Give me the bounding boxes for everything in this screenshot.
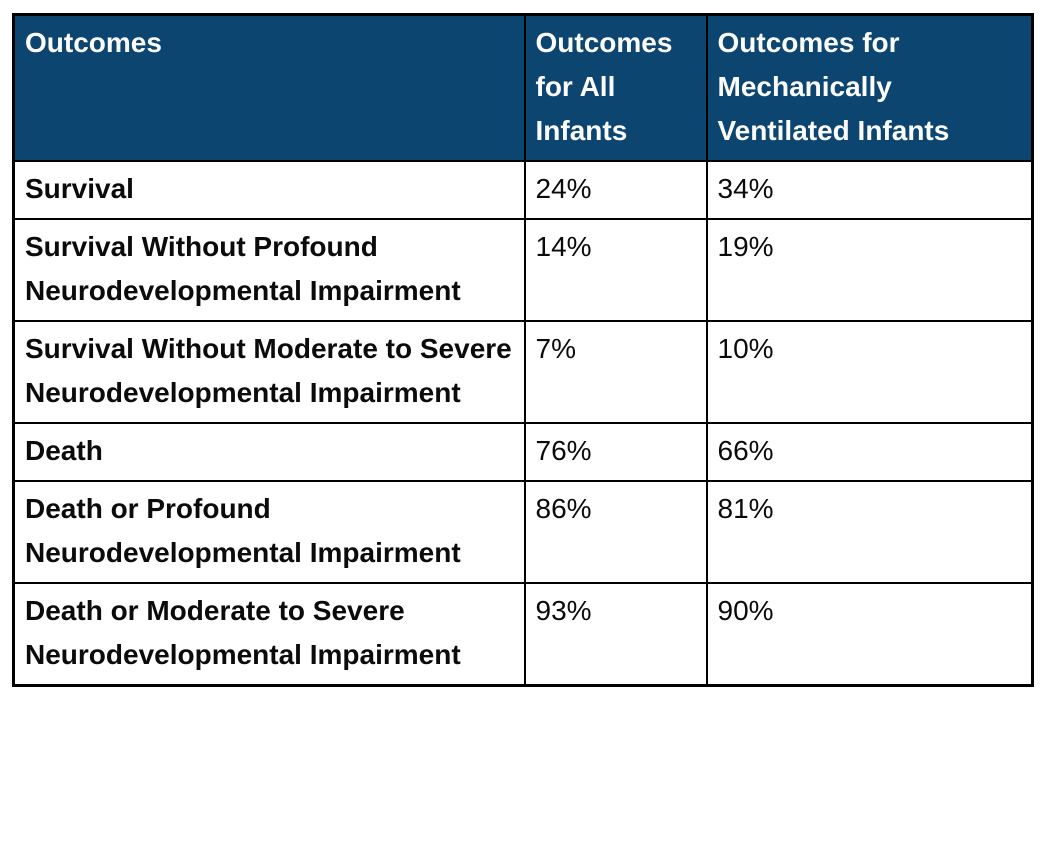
outcome-label: Survival Without Profound Neurodevelopme…: [12, 218, 526, 322]
all-infants-value: 24%: [523, 160, 708, 220]
mechanically-ventilated-value: 34%: [705, 160, 1034, 220]
outcome-label: Death: [12, 422, 526, 482]
header-row: Outcomes Outcomes for All Infants Outcom…: [12, 13, 1034, 162]
all-infants-value: 14%: [523, 218, 708, 322]
mechanically-ventilated-value: 90%: [705, 582, 1034, 687]
table-body: Survival 24% 34% Survival Without Profound …: [12, 160, 1034, 687]
all-infants-value: 76%: [523, 422, 708, 482]
outcome-label: Death or Profound Neurodevelopmental Imp…: [12, 480, 526, 584]
all-infants-value: 7%: [523, 320, 708, 424]
all-infants-value: 93%: [523, 582, 708, 687]
outcomes-table: Outcomes Outcomes for All Infants Outcom…: [12, 13, 1034, 687]
table-row: Survival 24% 34%: [12, 160, 1034, 220]
outcome-label: Survival: [12, 160, 526, 220]
table-row: Death 76% 66%: [12, 422, 1034, 482]
column-header-all-infants: Outcomes for All Infants: [523, 13, 708, 162]
mechanically-ventilated-value: 10%: [705, 320, 1034, 424]
column-header-mechanically-ventilated-infants: Outcomes for Mechanically Ventilated Inf…: [705, 13, 1034, 162]
outcome-label: Survival Without Moderate to Severe Neur…: [12, 320, 526, 424]
mechanically-ventilated-value: 19%: [705, 218, 1034, 322]
table-row: Death or Profound Neurodevelopmental Imp…: [12, 480, 1034, 584]
table-row: Death or Moderate to Severe Neurodevelop…: [12, 582, 1034, 687]
table-row: Survival Without Moderate to Severe Neur…: [12, 320, 1034, 424]
outcome-label: Death or Moderate to Severe Neurodevelop…: [12, 582, 526, 687]
table-row: Survival Without Profound Neurodevelopme…: [12, 218, 1034, 322]
mechanically-ventilated-value: 81%: [705, 480, 1034, 584]
column-header-outcomes: Outcomes: [12, 13, 526, 162]
mechanically-ventilated-value: 66%: [705, 422, 1034, 482]
all-infants-value: 86%: [523, 480, 708, 584]
